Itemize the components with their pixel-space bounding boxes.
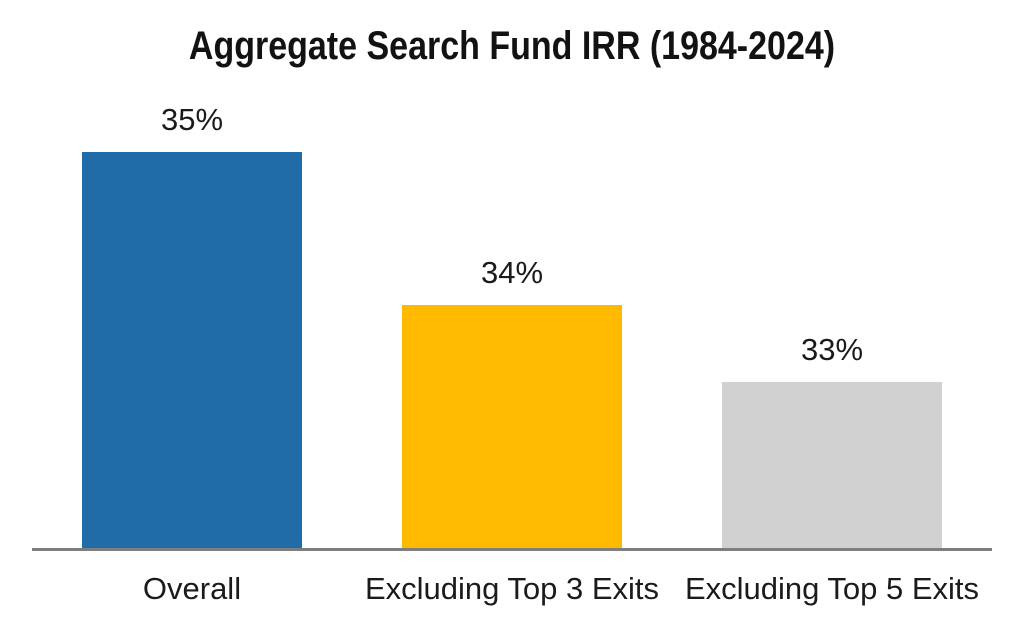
category-label-excluding-top-5: Excluding Top 5 Exits	[684, 571, 980, 606]
chart-title: Aggregate Search Fund IRR (1984-2024)	[188, 24, 836, 68]
bar-excluding-top-3-exits	[402, 305, 622, 548]
category-label-excluding-top-3: Excluding Top 3 Exits	[364, 571, 660, 606]
value-label-overall: 35%	[160, 102, 224, 137]
value-label-excluding-top-3: 34%	[480, 255, 544, 290]
value-label-excluding-top-5: 33%	[800, 332, 864, 367]
bar-overall	[82, 152, 302, 548]
category-label-overall: Overall	[142, 571, 242, 606]
x-axis-line	[32, 548, 992, 551]
bar-excluding-top-5-exits	[722, 382, 942, 548]
